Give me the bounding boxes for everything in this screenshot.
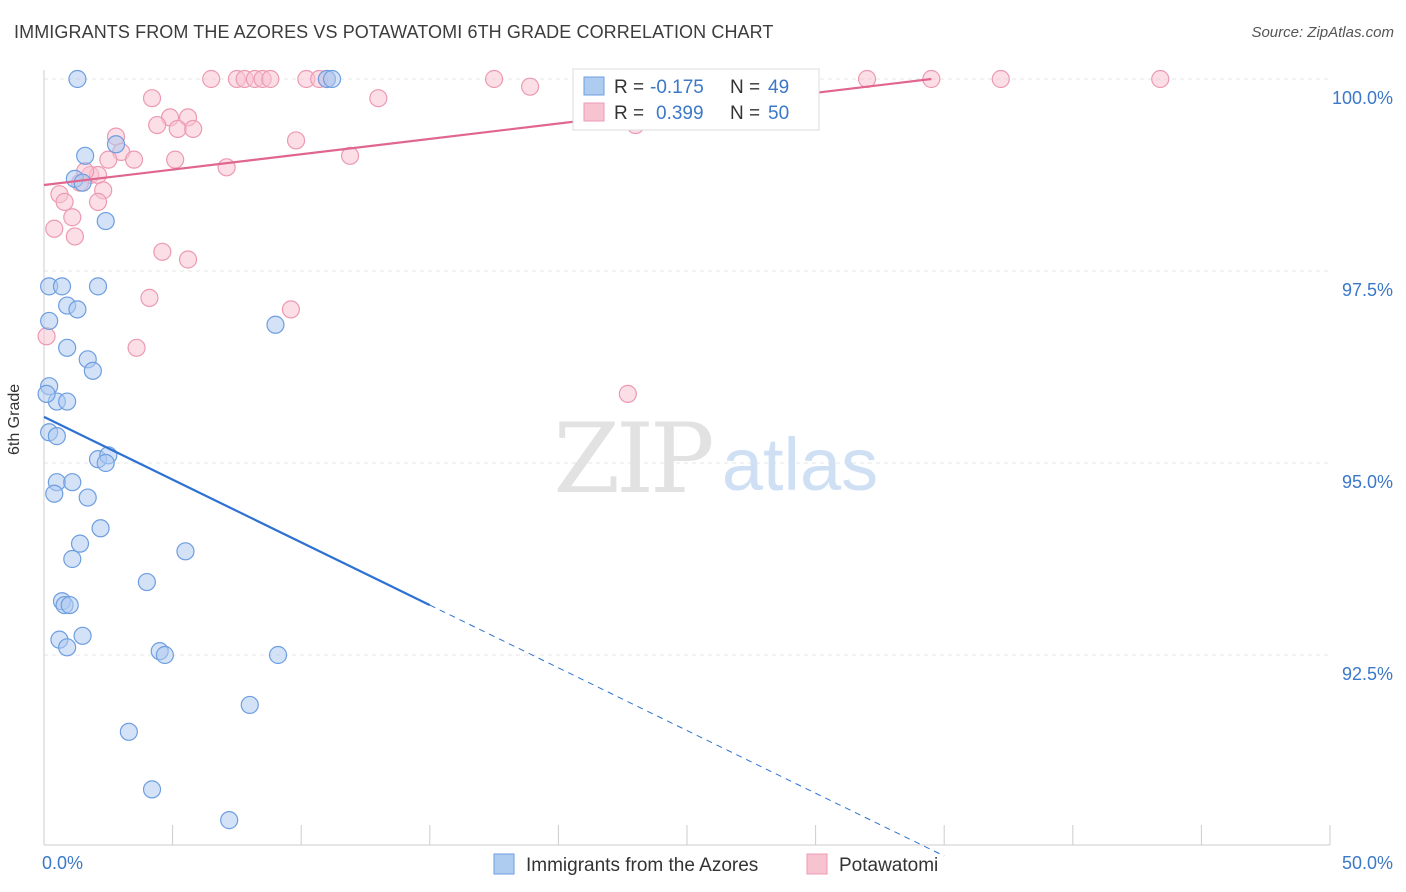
potawatomi-point: [618, 384, 637, 403]
azores-point: [47, 427, 66, 446]
potawatomi-point: [99, 150, 118, 169]
source-credit: Source: ZipAtlas.com: [1251, 24, 1394, 41]
azores-point: [58, 392, 77, 411]
potawatomi-point: [991, 69, 1010, 89]
azores-point: [78, 488, 97, 507]
y-tick-label: 95.0%: [1342, 472, 1393, 492]
watermark-zip: ZIP: [553, 403, 712, 515]
azores-point: [106, 135, 126, 154]
azores-point: [220, 811, 239, 830]
legend-swatch-potawatomi: [806, 853, 828, 875]
azores-point: [58, 638, 77, 657]
azores-point: [58, 338, 77, 357]
stats-r-label: R =: [614, 103, 644, 124]
azores-point: [52, 277, 72, 296]
azores-point: [37, 384, 56, 403]
azores-point: [240, 695, 259, 715]
gridlines: [44, 78, 1330, 656]
stats-r-label: R =: [614, 77, 644, 98]
potawatomi-point: [485, 69, 504, 89]
stats-n-label: N =: [730, 77, 760, 98]
potawatomi-point: [168, 119, 187, 139]
azores-point: [119, 722, 138, 741]
legend-label-potawatomi: Potawatomi: [839, 855, 938, 876]
x-tick-label: 0.0%: [42, 853, 83, 873]
stats-r-value: -0.175: [650, 77, 704, 98]
axes: [43, 70, 1331, 846]
watermark: ZIP atlas: [553, 403, 878, 515]
potawatomi-point: [1151, 69, 1170, 89]
potawatomi-point: [45, 219, 64, 238]
azores-trend-line: [43, 415, 431, 607]
potawatomi-point: [202, 69, 221, 89]
potawatomi-point: [521, 77, 540, 96]
azores-point: [266, 315, 285, 334]
potawatomi-point: [37, 327, 56, 346]
chart-title: IMMIGRANTS FROM THE AZORES VS POTAWATOMI…: [14, 22, 774, 42]
azores-point: [88, 277, 108, 296]
azores-point: [76, 146, 95, 165]
y-tick-label: 92.5%: [1342, 664, 1393, 684]
azores-point: [73, 626, 92, 645]
tick-labels: 92.5% 95.0% 97.5% 100.0% 0.0% 50.0%: [42, 88, 1393, 873]
azores-point: [96, 211, 115, 231]
stats-swatch-azores: [583, 76, 605, 96]
azores-point: [63, 549, 82, 569]
azores-point: [63, 473, 82, 492]
azores-point: [96, 453, 115, 473]
azores-point: [268, 645, 288, 665]
potawatomi-point: [153, 242, 172, 261]
potawatomi-point: [340, 146, 360, 165]
stats-n-value: 49: [768, 77, 789, 98]
potawatomi-point: [369, 89, 388, 108]
azores-point: [91, 519, 110, 538]
potawatomi-point: [140, 288, 159, 307]
legend-label-azores: Immigrants from the Azores: [526, 855, 758, 876]
azores-point: [45, 484, 64, 503]
stats-r-value: 0.399: [656, 103, 704, 124]
series-legend: Immigrants from the Azores Potawatomi: [493, 853, 938, 876]
azores-point: [322, 69, 342, 89]
stats-n-value: 50: [768, 103, 789, 124]
azores-point: [70, 534, 90, 553]
azores-point: [142, 780, 162, 799]
x-tick-label: 50.0%: [1342, 853, 1393, 873]
azores-point: [40, 311, 59, 331]
potawatomi-point: [124, 150, 144, 169]
y-tick-label: 97.5%: [1342, 280, 1393, 300]
azores-point: [68, 69, 87, 89]
azores-point: [83, 361, 102, 380]
azores-point: [155, 645, 174, 665]
azores-point: [73, 173, 92, 192]
y-tick-label: 100.0%: [1332, 88, 1393, 108]
stats-legend-box: [572, 68, 820, 131]
watermark-atlas: atlas: [722, 423, 878, 506]
potawatomi-point: [184, 119, 203, 139]
azores-point: [176, 542, 195, 561]
azores-point: [137, 572, 156, 592]
potawatomi-point: [55, 192, 74, 211]
potawatomi-point: [127, 338, 146, 357]
potawatomi-point: [142, 89, 162, 108]
potawatomi-point: [178, 250, 198, 269]
azores-point: [68, 300, 87, 319]
potawatomi-point: [281, 300, 301, 319]
legend-swatch-azores: [493, 853, 515, 875]
potawatomi-point: [261, 69, 280, 89]
potawatomi-point: [63, 208, 82, 227]
stats-legend: R = -0.175 N = 49 R = 0.399 N = 50: [572, 68, 820, 131]
azores-points: [37, 69, 342, 830]
stats-swatch-potawatomi: [583, 102, 605, 122]
potawatomi-point: [286, 131, 306, 150]
potawatomi-point: [148, 115, 167, 135]
stats-n-label: N =: [730, 103, 760, 124]
potawatomi-point: [88, 192, 108, 211]
azores-point: [60, 595, 79, 615]
potawatomi-point: [166, 150, 185, 169]
potawatomi-point: [65, 227, 84, 246]
azores-trend-extension: [429, 604, 945, 857]
